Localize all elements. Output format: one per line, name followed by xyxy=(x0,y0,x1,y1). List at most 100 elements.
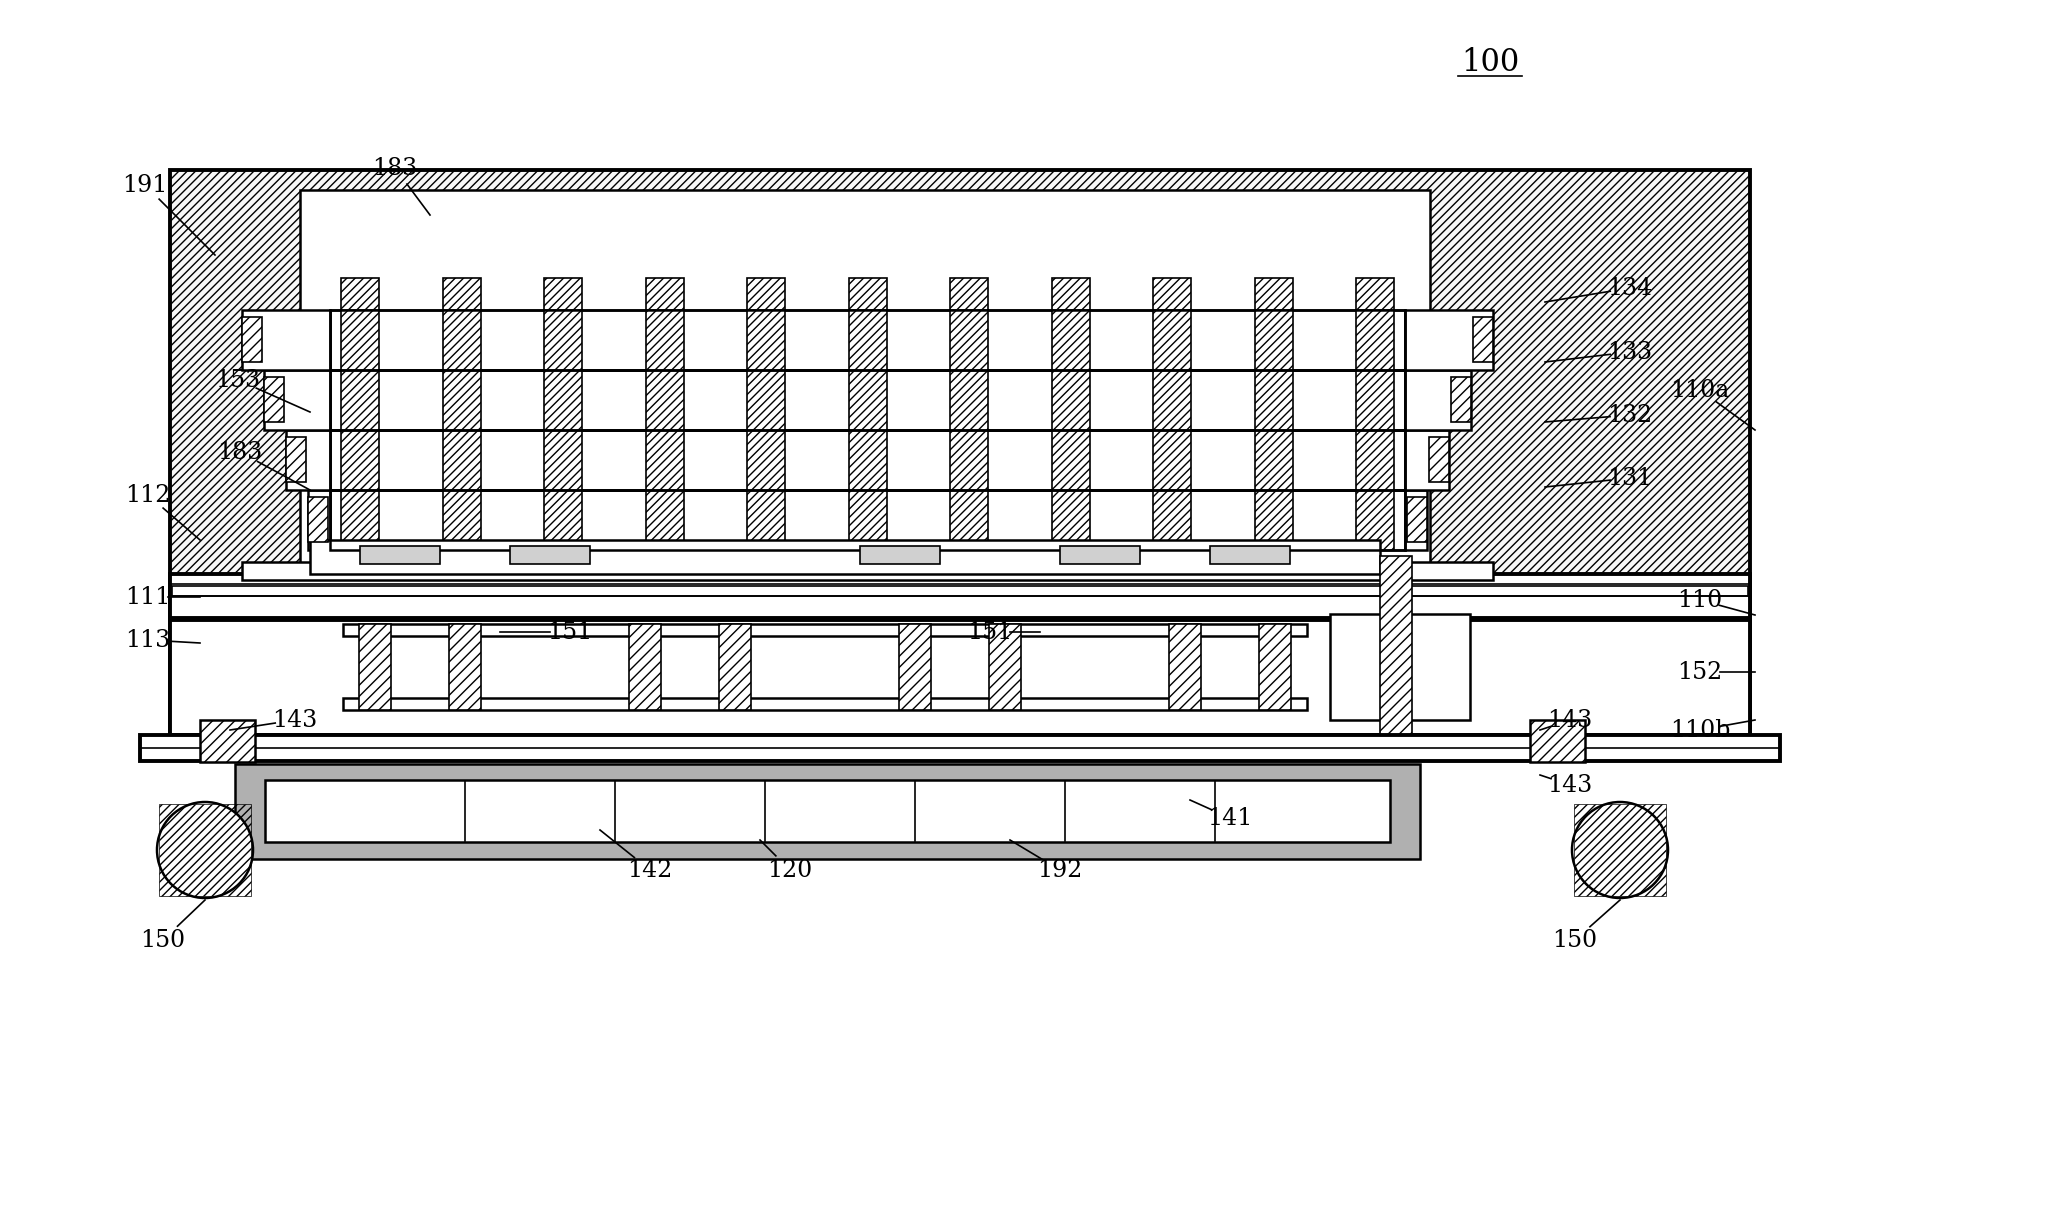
Text: 113: 113 xyxy=(125,628,170,651)
Text: 110a: 110a xyxy=(1671,378,1731,401)
Bar xyxy=(545,310,582,550)
Bar xyxy=(330,430,1405,490)
Text: 143: 143 xyxy=(1548,774,1593,797)
Bar xyxy=(1260,624,1290,710)
Bar xyxy=(287,430,330,490)
Bar xyxy=(170,574,1749,618)
Bar xyxy=(287,437,305,482)
Bar xyxy=(950,310,987,550)
Bar xyxy=(449,624,481,710)
Bar xyxy=(1405,310,1493,370)
Bar xyxy=(1356,278,1395,310)
Bar xyxy=(330,310,1405,370)
Bar xyxy=(330,490,1405,550)
Bar xyxy=(160,804,252,896)
Bar xyxy=(170,170,1749,750)
Bar xyxy=(201,720,256,763)
Text: 151: 151 xyxy=(967,621,1012,644)
Bar xyxy=(330,310,1405,370)
Circle shape xyxy=(1573,802,1667,898)
Bar xyxy=(1430,437,1450,482)
Circle shape xyxy=(158,802,254,898)
Text: 150: 150 xyxy=(141,929,186,951)
Text: 192: 192 xyxy=(1038,858,1083,881)
Bar xyxy=(442,278,481,310)
Bar xyxy=(848,278,887,310)
Bar xyxy=(242,317,262,362)
Text: 134: 134 xyxy=(1608,277,1653,300)
Bar xyxy=(358,624,391,710)
Bar xyxy=(748,278,784,310)
Text: 143: 143 xyxy=(1548,709,1593,732)
Bar xyxy=(342,278,379,310)
Bar xyxy=(442,310,481,550)
Bar xyxy=(299,190,1430,570)
Bar xyxy=(1405,490,1427,550)
Bar xyxy=(1405,430,1450,490)
Bar xyxy=(1356,310,1395,550)
Text: 131: 131 xyxy=(1608,466,1653,490)
Bar xyxy=(719,624,752,710)
Bar xyxy=(848,310,887,550)
Bar xyxy=(1255,310,1292,550)
Bar xyxy=(1153,310,1192,550)
Bar xyxy=(330,430,1405,490)
Bar xyxy=(899,624,932,710)
Text: 110: 110 xyxy=(1677,589,1722,612)
Bar xyxy=(1169,624,1200,710)
Bar xyxy=(264,370,330,430)
Text: 152: 152 xyxy=(1677,661,1722,683)
Bar xyxy=(1255,278,1292,310)
Bar xyxy=(309,540,1380,574)
Bar xyxy=(264,780,1391,842)
Bar xyxy=(170,621,1749,734)
Bar xyxy=(1061,546,1141,564)
Bar xyxy=(950,278,987,310)
Bar xyxy=(342,624,1307,636)
Bar xyxy=(1051,310,1090,550)
Bar xyxy=(989,624,1022,710)
Text: 111: 111 xyxy=(125,585,170,608)
Text: 133: 133 xyxy=(1608,340,1653,364)
Bar xyxy=(1450,377,1470,422)
Bar xyxy=(1380,556,1411,734)
Bar xyxy=(1051,278,1090,310)
Bar xyxy=(330,490,1405,550)
Bar xyxy=(242,562,1493,580)
Bar xyxy=(1575,804,1665,896)
Text: 183: 183 xyxy=(373,157,418,180)
Text: 100: 100 xyxy=(1460,47,1520,77)
Text: 132: 132 xyxy=(1608,404,1653,426)
Bar xyxy=(1405,370,1470,430)
Bar xyxy=(645,310,684,550)
Bar xyxy=(645,278,684,310)
Text: 151: 151 xyxy=(547,621,592,644)
Text: 153: 153 xyxy=(215,368,260,392)
Bar xyxy=(264,377,285,422)
Bar xyxy=(629,624,662,710)
Bar xyxy=(1473,317,1493,362)
Bar xyxy=(510,546,590,564)
Bar xyxy=(1329,614,1470,720)
Text: 110b: 110b xyxy=(1669,718,1731,742)
Bar xyxy=(860,546,940,564)
Bar xyxy=(307,490,330,550)
Bar xyxy=(1210,546,1290,564)
Bar xyxy=(172,586,1749,596)
Text: 142: 142 xyxy=(627,858,672,881)
Bar xyxy=(545,278,582,310)
Text: 183: 183 xyxy=(217,441,262,464)
Text: 150: 150 xyxy=(1552,929,1597,951)
Text: 143: 143 xyxy=(272,709,317,732)
Text: 141: 141 xyxy=(1208,807,1253,830)
Bar xyxy=(1407,497,1427,542)
Text: 120: 120 xyxy=(768,858,813,881)
Bar xyxy=(1530,720,1585,763)
Bar xyxy=(360,546,440,564)
Bar xyxy=(330,370,1405,430)
Bar xyxy=(236,764,1419,859)
Bar xyxy=(242,310,330,370)
Bar xyxy=(748,310,784,550)
Bar xyxy=(342,310,379,550)
Bar xyxy=(139,734,1780,761)
